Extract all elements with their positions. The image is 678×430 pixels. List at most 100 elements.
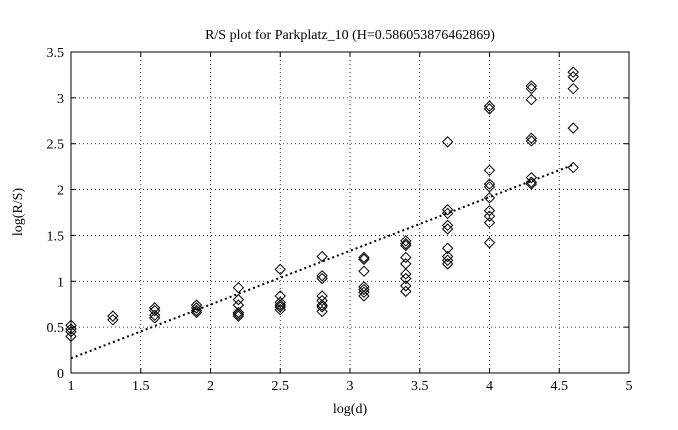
x-tick-label: 5 [626,379,633,394]
data-point [525,135,538,147]
data-point [483,204,496,217]
data-point [274,263,286,276]
data-point [232,299,245,311]
x-tick-label: 2.5 [272,379,290,394]
y-tick-label: 1.5 [47,229,65,244]
y-tick-label: 1 [57,275,64,290]
data-point [441,258,454,270]
data-point [65,323,77,335]
data-point [400,237,412,250]
y-tick-label: 0.5 [47,321,65,336]
data-point [232,281,245,294]
y-tick-label: 3.5 [47,46,65,61]
data-point [274,304,286,316]
data-point [358,265,370,277]
data-point [190,299,203,311]
data-point [483,103,496,115]
x-tick-label: 3.5 [411,379,429,394]
data-point [358,281,370,293]
x-tick-label: 1 [68,379,75,394]
data-point [316,250,328,263]
x-tick-label: 4.5 [551,379,569,394]
data-point [400,258,412,270]
data-point [316,301,328,313]
data-point [316,305,328,318]
chart-title: R/S plot for Parkplatz_10 (H=0.586053876… [205,28,495,43]
data-point [567,71,579,83]
data-point [358,286,370,298]
axis-ticks: 1 1.5 2 2.5 3 3.5 4 4.5 5 0 0.5 1 1.5 2 2.5 3 3.5 [47,46,633,394]
data-point [274,299,286,311]
data-point [232,293,245,306]
x-tick-label: 4 [486,379,493,394]
y-tick-label: 2.5 [47,138,65,153]
data-point [525,82,538,95]
data-point [483,192,496,204]
data-point [107,314,119,326]
data-point [190,302,203,314]
data-point [358,253,370,265]
data-point [190,304,203,317]
data-point [232,306,245,319]
data-point [400,251,412,264]
data-points [65,66,579,343]
data-point [358,251,370,264]
data-point [148,309,161,321]
x-axis-title: log(d) [333,402,368,417]
data-point [441,204,454,216]
x-tick-label: 1.5 [132,379,150,394]
data-point [148,304,161,317]
data-point [567,122,579,134]
data-point [400,268,412,280]
data-point [274,301,286,313]
data-point [483,181,496,193]
data-point [400,280,412,292]
data-point [525,178,538,190]
data-point [483,237,496,249]
x-tick-label: 2 [207,379,214,394]
data-point [441,223,454,235]
data-point [65,326,77,338]
data-point [441,250,454,263]
data-point [441,136,454,148]
data-point [525,132,538,144]
data-point [483,164,496,177]
data-point [232,310,245,322]
data-point [483,210,496,222]
data-point [65,319,77,332]
data-point [316,294,328,307]
data-point [107,310,119,322]
data-point [148,312,161,324]
data-point [65,330,77,343]
data-point [358,290,370,302]
data-point [400,239,412,252]
data-point [525,171,538,184]
data-point [400,235,412,247]
data-point [148,302,161,314]
data-point [441,242,454,254]
y-tick-label: 3 [57,92,64,107]
data-point [316,299,328,311]
data-point [316,290,328,302]
x-tick-label: 3 [347,379,354,394]
grid [71,52,629,373]
data-point [441,254,454,266]
data-point [567,161,579,174]
data-point [316,272,328,285]
data-point [358,283,370,296]
data-point [316,270,328,282]
y-tick-label: 0 [57,367,64,382]
data-point [483,100,496,112]
data-point [400,285,412,298]
data-point [400,272,412,285]
data-point [525,93,538,106]
data-point [274,290,286,302]
data-point [232,308,245,321]
data-point [483,178,496,190]
data-point [567,66,579,78]
data-point [441,207,454,220]
data-point [525,80,538,92]
data-point [441,219,454,232]
y-axis-title: log(R/S) [11,188,26,237]
